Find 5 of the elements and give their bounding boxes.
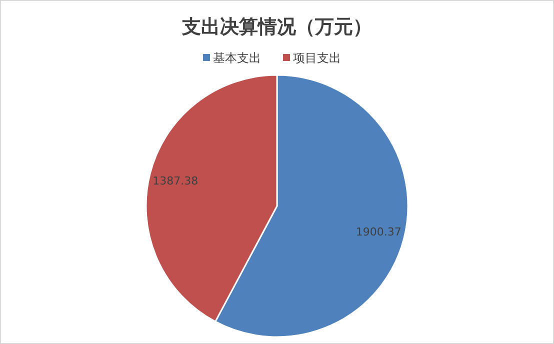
data-label: 1387.38 [152,174,198,188]
legend-label: 项目支出 [293,51,341,65]
data-label: 1900.37 [356,225,402,238]
chart-title: 支出决算情况（万元） [181,16,372,38]
legend-label: 基本支出 [213,51,261,65]
